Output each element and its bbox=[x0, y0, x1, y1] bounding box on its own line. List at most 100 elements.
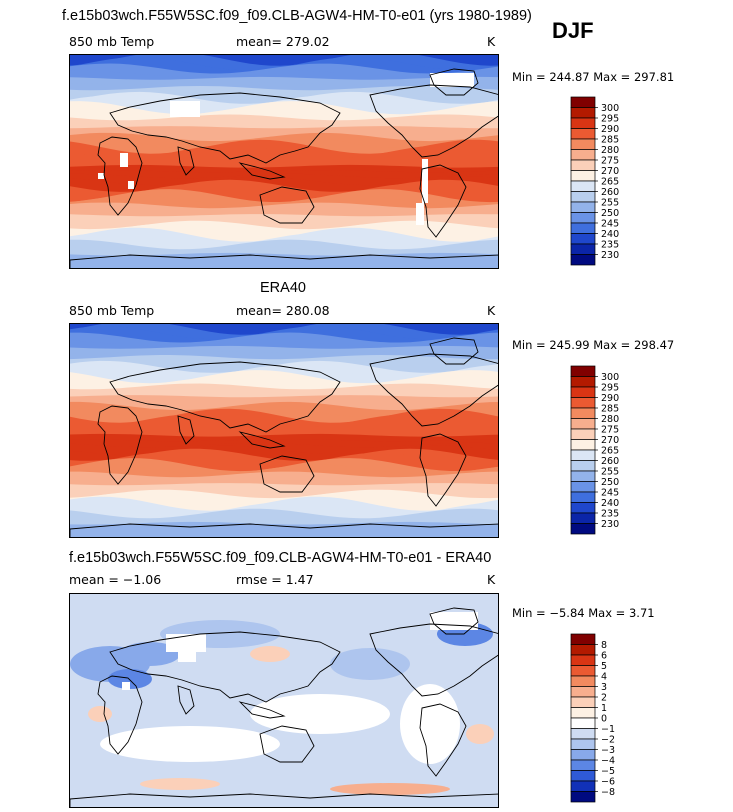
season-label: DJF bbox=[552, 18, 594, 43]
colorbar-box bbox=[570, 212, 596, 224]
colorbar-tick-label: 1 bbox=[601, 703, 607, 714]
colorbar-box bbox=[570, 243, 596, 255]
coastline bbox=[429, 337, 479, 365]
coastline bbox=[109, 92, 341, 164]
colorbar-tick-label: 235 bbox=[601, 239, 619, 250]
colorbar-tick-label: 235 bbox=[601, 508, 619, 519]
colorbar-box bbox=[570, 117, 596, 129]
colorbar-box bbox=[570, 201, 596, 213]
colorbar-box bbox=[570, 386, 596, 398]
colorbar-box bbox=[570, 460, 596, 472]
colorbar-box bbox=[570, 759, 596, 771]
colorbar-tick-label: −2 bbox=[601, 734, 615, 745]
missing-data-patch bbox=[422, 159, 428, 203]
colorbar-tick-label: 295 bbox=[601, 113, 619, 124]
colorbar-box bbox=[570, 470, 596, 482]
colorbar-box bbox=[570, 654, 596, 666]
colorbar-box bbox=[570, 365, 596, 377]
coastline bbox=[238, 431, 286, 449]
colorbar-tick-label: 230 bbox=[601, 519, 619, 530]
colorbar-tick-label: −3 bbox=[601, 745, 615, 756]
colorbar-tick-label: 230 bbox=[601, 250, 619, 261]
panel-title: f.e15b03wch.F55W5SC.f09_f09.CLB-AGW4-HM-… bbox=[69, 550, 492, 566]
colorbar-box bbox=[570, 96, 596, 108]
coastline bbox=[429, 68, 479, 96]
colorbar-box bbox=[570, 397, 596, 409]
colorbar-box bbox=[570, 633, 596, 645]
colorbar-box bbox=[570, 717, 596, 729]
coastline bbox=[177, 415, 195, 445]
contour-band bbox=[70, 258, 498, 268]
colorbar-tick-label: 255 bbox=[601, 197, 619, 208]
colorbar-box bbox=[570, 686, 596, 698]
coastline bbox=[177, 146, 195, 176]
colorbar-tick-label: 245 bbox=[601, 487, 619, 498]
contour-band bbox=[70, 527, 498, 537]
colorbar: 8 6 5 4 3 2 1 0 −1 −2 −3 −4 −5 −6 −8 bbox=[570, 633, 641, 804]
unit-label: K bbox=[487, 572, 496, 587]
colorbar-box bbox=[570, 481, 596, 493]
colorbar-tick-label: 6 bbox=[601, 650, 607, 661]
missing-data-patch bbox=[170, 101, 200, 117]
colorbar-tick-label: 260 bbox=[601, 456, 619, 467]
colorbar-tick-label: 245 bbox=[601, 218, 619, 229]
panel-title: f.e15b03wch.F55W5SC.f09_f09.CLB-AGW4-HM-… bbox=[62, 8, 532, 24]
contour-region bbox=[466, 724, 494, 744]
missing-data-patch bbox=[128, 181, 134, 189]
coastline bbox=[109, 361, 341, 433]
missing-data-patch bbox=[430, 73, 474, 87]
colorbar-box bbox=[570, 738, 596, 750]
contour-region bbox=[330, 648, 410, 680]
colorbar: 300 295 290 285 280 275 270 265 260 255 250 245 240 2… bbox=[570, 365, 641, 536]
colorbar-tick-label: 300 bbox=[601, 372, 619, 383]
colorbar-tick-label: 290 bbox=[601, 124, 619, 135]
colorbar-tick-label: 240 bbox=[601, 498, 619, 509]
mean-label: mean = −1.06 bbox=[69, 572, 162, 587]
missing-data-patch bbox=[430, 612, 478, 630]
coastline bbox=[259, 725, 315, 763]
colorbar-box bbox=[570, 180, 596, 192]
colorbar-tick-label: −5 bbox=[601, 766, 615, 777]
coastline bbox=[419, 433, 467, 507]
colorbar-tick-label: 290 bbox=[601, 393, 619, 404]
colorbar-tick-label: 270 bbox=[601, 435, 619, 446]
missing-data-patch bbox=[416, 203, 424, 225]
colorbar-tick-label: 295 bbox=[601, 382, 619, 393]
variable-label: 850 mb Temp bbox=[69, 303, 155, 318]
colorbar-tick-label: −1 bbox=[601, 724, 615, 735]
colorbar-tick-label: 0 bbox=[601, 713, 607, 724]
colorbar-box bbox=[570, 449, 596, 461]
colorbar-tick-label: 275 bbox=[601, 155, 619, 166]
colorbar-tick-label: 8 bbox=[601, 640, 607, 651]
coastline bbox=[419, 703, 467, 777]
coastline bbox=[97, 405, 143, 485]
colorbar-box bbox=[570, 376, 596, 388]
colorbar-tick-label: 265 bbox=[601, 176, 619, 187]
contour-map bbox=[69, 54, 499, 269]
colorbar-tick-label: 285 bbox=[601, 134, 619, 145]
colorbar-box bbox=[570, 523, 596, 535]
missing-data-patch bbox=[166, 634, 206, 652]
colorbar-box bbox=[570, 418, 596, 430]
colorbar-box bbox=[570, 491, 596, 503]
colorbar-tick-label: 280 bbox=[601, 145, 619, 156]
coastline bbox=[369, 353, 498, 427]
minmax-label: Min = 245.99 Max = 298.47 bbox=[512, 338, 675, 352]
coastline bbox=[369, 623, 498, 697]
contour-map bbox=[69, 593, 499, 808]
rmse-label: rmse = 1.47 bbox=[236, 572, 314, 587]
colorbar-tick-label: 240 bbox=[601, 229, 619, 240]
unit-label: K bbox=[487, 34, 496, 49]
colorbar-box bbox=[570, 407, 596, 419]
colorbar-tick-label: 300 bbox=[601, 103, 619, 114]
colorbar-tick-label: 250 bbox=[601, 477, 619, 488]
mean-label: mean= 280.08 bbox=[236, 303, 330, 318]
colorbar-box bbox=[570, 439, 596, 451]
coastline bbox=[109, 631, 341, 703]
contour-map bbox=[69, 323, 499, 538]
coastline bbox=[419, 164, 467, 238]
colorbar-tick-label: −4 bbox=[601, 755, 615, 766]
colorbar-tick-label: 265 bbox=[601, 445, 619, 456]
coastline bbox=[369, 84, 498, 158]
colorbar-tick-label: 2 bbox=[601, 692, 607, 703]
